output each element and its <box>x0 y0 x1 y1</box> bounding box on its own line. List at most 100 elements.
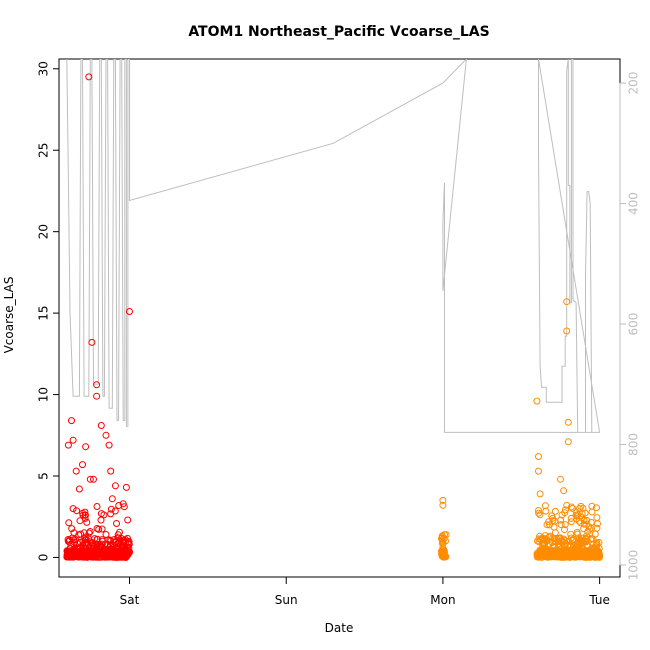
data-point <box>86 538 94 546</box>
data-point-outlier <box>585 523 593 530</box>
data-point <box>107 537 115 545</box>
data-point <box>83 518 91 526</box>
data-point <box>64 537 72 545</box>
data-point <box>593 504 600 512</box>
data-point <box>565 541 573 549</box>
data-point <box>591 552 599 560</box>
data-point <box>81 508 89 516</box>
data-point <box>63 547 71 555</box>
x-axis-label: Date <box>325 621 354 635</box>
data-point <box>93 503 101 510</box>
y-tick-label: 20 <box>37 224 51 239</box>
data-point <box>553 548 561 556</box>
data-point <box>567 514 575 522</box>
data-point-outlier <box>560 487 568 495</box>
data-point <box>113 520 120 527</box>
right-tick-label: 600 <box>627 313 641 336</box>
data-point <box>559 538 567 545</box>
data-point <box>97 516 105 524</box>
data-point-outlier <box>85 73 93 81</box>
data-point <box>76 517 84 525</box>
data-point <box>438 547 445 555</box>
data-point <box>595 552 603 560</box>
data-point <box>98 525 106 533</box>
data-point <box>582 553 590 561</box>
data-point <box>590 548 598 556</box>
data-point-outlier <box>563 298 571 306</box>
data-point-outlier <box>97 422 105 429</box>
data-point <box>91 535 99 543</box>
data-point <box>573 528 581 536</box>
data-point <box>536 511 544 519</box>
altitude-line <box>66 59 601 433</box>
y-tick-label: 0 <box>37 554 51 562</box>
data-point <box>97 553 105 561</box>
data-point <box>542 507 550 515</box>
data-point-outlier <box>439 501 447 509</box>
data-point <box>562 506 569 514</box>
data-point <box>110 553 118 561</box>
data-point-outlier <box>93 392 101 400</box>
data-point <box>111 507 119 515</box>
y-tick-label: 25 <box>37 143 51 158</box>
data-point-outlier <box>86 475 94 483</box>
axes-layer: 0 5 10 15 20 25 30 Sat Sun Mon Tue 200 400 600 800 1000 <box>37 61 641 607</box>
data-point <box>98 536 106 544</box>
data-point <box>567 530 575 538</box>
data-point <box>544 540 552 548</box>
data-point-outlier <box>108 495 116 503</box>
data-point-outlier <box>88 338 96 346</box>
data-point <box>107 505 115 513</box>
right-tick-label: 800 <box>627 433 641 456</box>
plot-frame <box>58 58 621 578</box>
data-point <box>98 542 105 550</box>
data-point <box>105 548 113 556</box>
data-point-outlier <box>122 483 130 491</box>
data-point-outlier <box>439 544 447 552</box>
y-tick-label: 30 <box>37 61 51 76</box>
data-point <box>561 526 568 534</box>
data-point <box>77 530 85 538</box>
data-point <box>537 535 545 543</box>
data-point <box>561 521 569 529</box>
data-point-outlier <box>72 467 80 475</box>
right-tick-label: 400 <box>627 192 641 215</box>
data-point <box>557 521 565 529</box>
data-point-outlier <box>533 397 541 405</box>
data-point <box>95 525 103 533</box>
data-point <box>592 541 600 549</box>
data-point <box>71 551 79 559</box>
data-point-outlier <box>549 514 557 522</box>
data-point <box>71 546 78 554</box>
y-tick-label: 15 <box>37 305 51 320</box>
data-point-outlier <box>119 500 127 508</box>
data-point-outlier <box>564 438 572 446</box>
data-point <box>555 553 563 561</box>
data-point-outlier <box>442 531 450 539</box>
data-point <box>536 552 544 560</box>
data-point <box>104 549 112 557</box>
data-point <box>65 519 73 527</box>
data-point-outlier <box>90 475 97 483</box>
data-point <box>551 537 559 545</box>
data-point-outlier <box>105 441 113 449</box>
data-point <box>579 504 587 512</box>
data-point-outlier <box>536 490 544 498</box>
data-point-outlier <box>93 381 101 389</box>
x-tick-label: Mon <box>430 593 455 607</box>
data-point <box>579 551 587 559</box>
data-point <box>575 517 583 525</box>
data-point-outlier <box>563 327 571 335</box>
y-tick-label: 5 <box>37 472 51 480</box>
data-point <box>79 538 87 545</box>
data-point <box>115 502 123 509</box>
data-point <box>86 528 94 535</box>
data-point <box>588 502 596 510</box>
x-tick-label: Sat <box>120 593 140 607</box>
data-point <box>539 548 547 556</box>
data-point <box>583 532 591 540</box>
data-point-outlier <box>82 443 90 451</box>
data-point <box>555 543 562 551</box>
y-axis-label: Vcoarse_LAS <box>2 277 16 354</box>
